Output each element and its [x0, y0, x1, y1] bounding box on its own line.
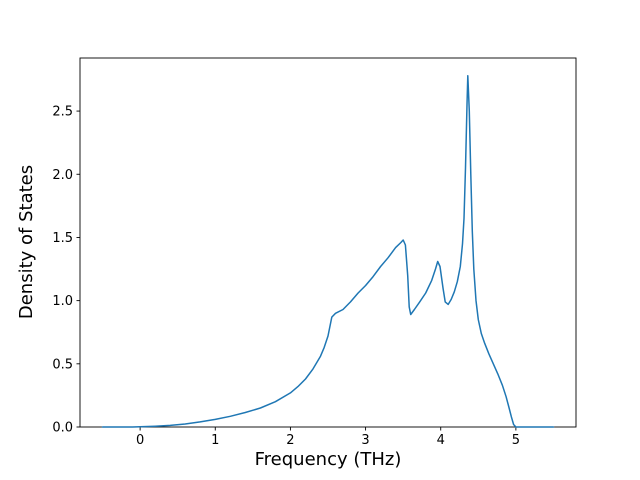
x-tick-label: 5: [512, 433, 520, 448]
x-tick-label: 2: [286, 433, 294, 448]
x-axis-label: Frequency (THz): [254, 449, 402, 470]
y-tick-label: 2.5: [52, 105, 73, 120]
x-tick-label: 4: [437, 433, 445, 448]
axes-spines: [79, 57, 577, 428]
y-tick-label: 1.5: [52, 231, 73, 246]
dos-line: [101, 74, 555, 428]
x-tick-label: 0: [136, 433, 144, 448]
x-tick-label: 1: [211, 433, 219, 448]
y-tick-label: 0.5: [52, 357, 73, 372]
x-tick-label: 3: [361, 433, 369, 448]
y-axis-label: Density of States: [16, 164, 37, 320]
y-tick-label: 0.0: [52, 421, 73, 436]
y-tick-label: 2.0: [52, 168, 73, 183]
y-tick-label: 1.0: [52, 294, 73, 309]
